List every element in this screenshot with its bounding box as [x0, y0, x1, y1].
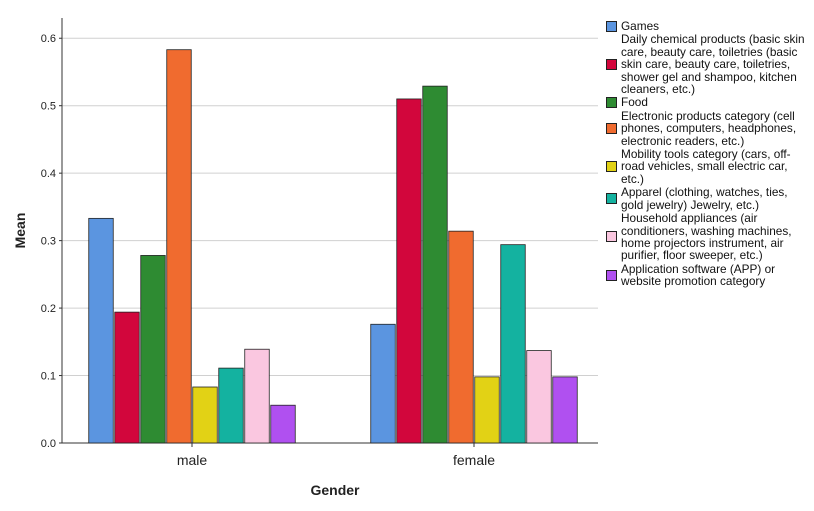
x-tick-label: male — [177, 452, 208, 468]
bar — [270, 404, 296, 444]
bar — [474, 376, 500, 444]
y-tick-label: 0.6 — [41, 33, 56, 45]
bar — [526, 350, 552, 444]
legend-label: Mobility tools category (cars, off-road … — [621, 147, 791, 186]
legend-label: Apparel (clothing, watches, ties, gold j… — [621, 185, 788, 212]
legend-label: Application software (APP) or website pr… — [621, 261, 776, 289]
legend-label: Food — [621, 95, 648, 110]
legend-item: Application software (APP) or website pr… — [606, 263, 812, 288]
bar — [500, 244, 526, 444]
legend-label: Household appliances (air conditioners, … — [621, 211, 792, 263]
legend-item: Games — [606, 20, 812, 32]
bar — [370, 323, 396, 444]
legend-swatch — [606, 20, 617, 32]
legend-item: Food — [606, 95, 812, 110]
bar — [166, 49, 192, 444]
y-tick-label: 0.0 — [41, 438, 56, 450]
bar — [552, 376, 578, 444]
legend-item: Household appliances (air conditioners, … — [606, 212, 812, 262]
legend-item: Apparel (clothing, watches, ties, gold j… — [606, 186, 812, 211]
bar — [88, 217, 114, 444]
legend-swatch — [606, 58, 617, 70]
legend-swatch — [606, 231, 617, 243]
legend-swatch — [606, 122, 617, 134]
y-tick-label: 0.5 — [41, 101, 56, 113]
legend-swatch — [606, 97, 617, 109]
bar — [192, 386, 218, 444]
bar — [218, 367, 244, 444]
bar — [244, 348, 270, 444]
legend-swatch — [606, 193, 617, 205]
legend-label: Electronic products category (cell phone… — [621, 108, 797, 148]
y-tick-label: 0.3 — [41, 236, 56, 248]
bar — [140, 255, 166, 444]
legend-label: Games — [621, 19, 660, 33]
x-axis-title: Gender — [310, 482, 360, 498]
chart-legend: Games Daily chemical products (basic skin… — [606, 20, 812, 289]
legend-item: Electronic products category (cell phone… — [606, 110, 812, 147]
legend-label: Daily chemical products (basic skin care… — [621, 32, 805, 97]
legend-swatch — [606, 269, 617, 281]
bar — [396, 98, 422, 444]
x-tick-label: female — [453, 452, 495, 468]
y-tick-label: 0.2 — [41, 303, 56, 315]
legend-item: Daily chemical products (basic skin care… — [606, 33, 812, 95]
bar — [448, 230, 474, 444]
bar — [114, 311, 140, 444]
y-axis-title: Mean — [12, 213, 28, 249]
bar — [422, 85, 448, 444]
y-tick-label: 0.4 — [41, 168, 56, 180]
legend-swatch — [606, 161, 617, 173]
legend-item: Mobility tools category (cars, off-road … — [606, 148, 812, 185]
bar-chart: 0.0 0.1 0.2 0.3 0.4 0.5 0.6 male female Gender Mea… — [12, 18, 598, 498]
y-tick-label: 0.1 — [41, 371, 56, 383]
